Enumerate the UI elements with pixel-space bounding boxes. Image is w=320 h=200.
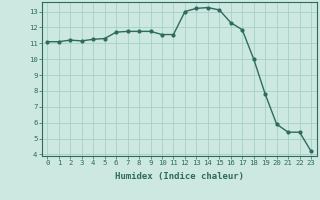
X-axis label: Humidex (Indice chaleur): Humidex (Indice chaleur) <box>115 172 244 181</box>
